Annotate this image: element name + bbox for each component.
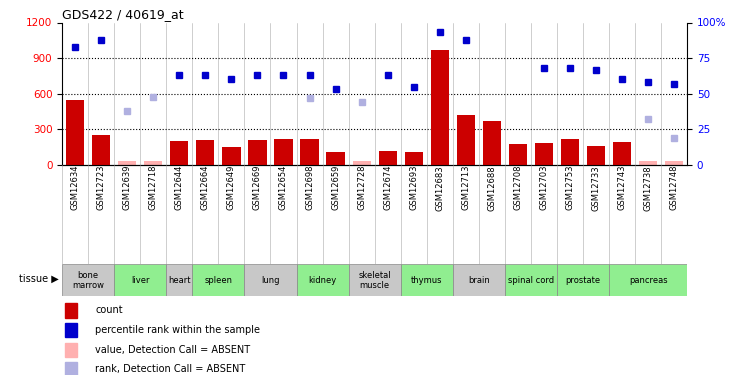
Bar <box>167 264 192 296</box>
Text: lung: lung <box>261 276 280 285</box>
Bar <box>297 264 349 296</box>
Bar <box>244 264 297 296</box>
Text: spleen: spleen <box>205 276 232 285</box>
Bar <box>509 144 527 165</box>
Bar <box>65 343 77 357</box>
Bar <box>613 142 631 165</box>
Bar <box>192 264 244 296</box>
Text: GSM12683: GSM12683 <box>435 165 444 211</box>
Text: tissue ▶: tissue ▶ <box>19 274 59 284</box>
Bar <box>561 140 579 165</box>
Bar <box>92 135 110 165</box>
Bar <box>114 264 167 296</box>
Text: GSM12674: GSM12674 <box>383 165 392 210</box>
Text: GSM12654: GSM12654 <box>279 165 288 210</box>
Bar <box>431 50 449 165</box>
Text: GSM12703: GSM12703 <box>539 165 548 210</box>
Bar <box>300 139 319 165</box>
Bar <box>457 115 475 165</box>
Bar <box>535 143 553 165</box>
Bar <box>144 161 162 165</box>
Text: bone
marrow: bone marrow <box>72 271 105 290</box>
Bar <box>170 141 189 165</box>
Bar <box>609 264 687 296</box>
Bar <box>249 140 267 165</box>
Bar <box>352 161 371 165</box>
Bar <box>404 152 423 165</box>
Text: GSM12693: GSM12693 <box>409 165 418 210</box>
Bar <box>401 264 452 296</box>
Text: GSM12659: GSM12659 <box>331 165 340 210</box>
Bar <box>665 161 683 165</box>
Text: count: count <box>95 305 123 315</box>
Text: GSM12748: GSM12748 <box>670 165 678 210</box>
Text: liver: liver <box>131 276 150 285</box>
Text: GSM12728: GSM12728 <box>357 165 366 210</box>
Text: kidney: kidney <box>308 276 337 285</box>
Text: GSM12639: GSM12639 <box>123 165 132 210</box>
Bar <box>327 152 345 165</box>
Text: GSM12743: GSM12743 <box>618 165 626 210</box>
Bar <box>222 147 240 165</box>
Bar <box>349 264 401 296</box>
Text: GSM12718: GSM12718 <box>149 165 158 210</box>
Text: spinal cord: spinal cord <box>508 276 554 285</box>
Bar <box>118 161 137 165</box>
Bar <box>557 264 609 296</box>
Bar <box>65 323 77 337</box>
Text: GSM12738: GSM12738 <box>643 165 653 211</box>
Bar <box>65 362 77 375</box>
Bar <box>62 264 114 296</box>
Text: GSM12634: GSM12634 <box>71 165 80 210</box>
Text: GSM12698: GSM12698 <box>305 165 314 210</box>
Text: GSM12713: GSM12713 <box>461 165 470 210</box>
Text: GSM12669: GSM12669 <box>253 165 262 210</box>
Text: GSM12664: GSM12664 <box>201 165 210 210</box>
Text: percentile rank within the sample: percentile rank within the sample <box>95 325 260 335</box>
Text: prostate: prostate <box>565 276 601 285</box>
Text: GSM12723: GSM12723 <box>96 165 106 210</box>
Bar <box>482 121 501 165</box>
Bar <box>65 303 77 318</box>
Bar <box>274 140 292 165</box>
Text: GSM12688: GSM12688 <box>488 165 496 211</box>
Bar <box>587 146 605 165</box>
Text: brain: brain <box>468 276 490 285</box>
Text: thymus: thymus <box>411 276 442 285</box>
Bar <box>379 151 397 165</box>
Text: GSM12649: GSM12649 <box>227 165 236 210</box>
Text: skeletal
muscle: skeletal muscle <box>358 271 391 290</box>
Bar <box>505 264 557 296</box>
Text: value, Detection Call = ABSENT: value, Detection Call = ABSENT <box>95 345 251 355</box>
Text: GSM12753: GSM12753 <box>566 165 575 210</box>
Text: GSM12733: GSM12733 <box>591 165 600 211</box>
Text: GSM12708: GSM12708 <box>513 165 523 210</box>
Bar <box>196 140 214 165</box>
Text: GDS422 / 40619_at: GDS422 / 40619_at <box>62 8 183 21</box>
Text: GSM12644: GSM12644 <box>175 165 183 210</box>
Text: pancreas: pancreas <box>629 276 667 285</box>
Text: rank, Detection Call = ABSENT: rank, Detection Call = ABSENT <box>95 364 246 375</box>
Bar <box>66 100 84 165</box>
Text: heart: heart <box>168 276 191 285</box>
Bar <box>452 264 505 296</box>
Bar <box>639 161 657 165</box>
